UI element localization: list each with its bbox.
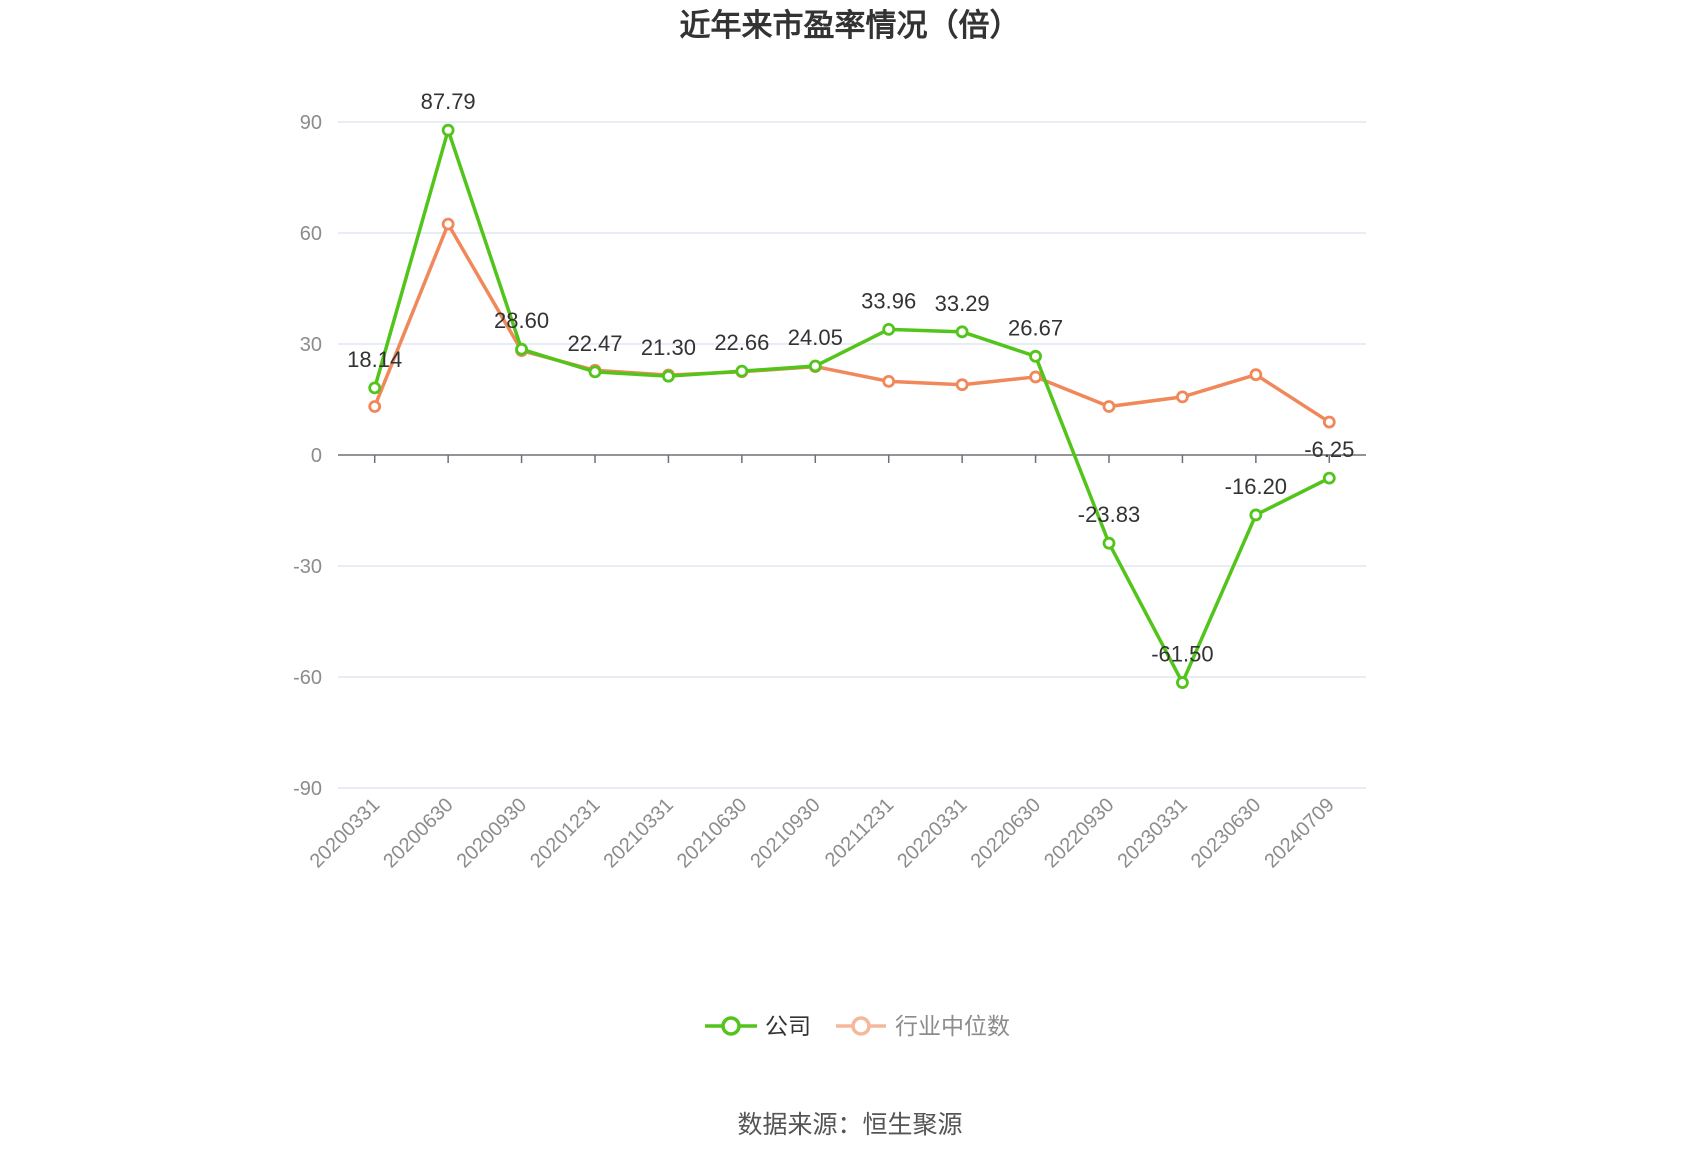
company-value-label: -61.50	[1151, 642, 1213, 667]
legend: 公司 行业中位数	[705, 1013, 1010, 1039]
chart-title: 近年来市盈率情况（倍）	[680, 8, 1021, 43]
industry-median-point[interactable]	[441, 217, 455, 231]
company-point[interactable]	[515, 342, 528, 356]
x-tick-label: 20210930	[746, 794, 824, 872]
y-tick-label: -60	[293, 667, 322, 689]
y-tick-label: -30	[293, 556, 322, 578]
x-tick-label: 20240709	[1260, 794, 1338, 872]
grid-lines	[338, 121, 1366, 789]
legend-industry-label: 行业中位数	[895, 1013, 1010, 1039]
industry-median-point[interactable]	[368, 400, 382, 413]
x-tick-label: 20220630	[967, 794, 1045, 872]
company-value-label: 26.67	[1008, 315, 1063, 340]
company-point[interactable]	[441, 123, 455, 137]
x-tick-label: 20200630	[379, 794, 457, 872]
company-value-label: 28.60	[494, 308, 549, 333]
x-tick-label: 20201231	[526, 794, 604, 872]
company-point[interactable]	[955, 325, 969, 339]
x-tick-label: 20230630	[1187, 794, 1265, 872]
company-point[interactable]	[1249, 508, 1263, 522]
x-tick-label: 20200331	[306, 794, 384, 872]
y-tick-label: 60	[300, 223, 322, 245]
y-tick-label: -90	[293, 778, 322, 800]
industry-median-point[interactable]	[955, 378, 969, 392]
legend-industry-marker	[851, 1016, 871, 1036]
company-point[interactable]	[882, 322, 896, 336]
series-layer	[368, 123, 1336, 689]
industry-median-point[interactable]	[1322, 415, 1336, 429]
company-value-label: 21.30	[641, 335, 696, 360]
company-point[interactable]	[735, 364, 749, 378]
company-value-label: 33.29	[935, 291, 990, 316]
legend-item-industry-median[interactable]: 行业中位数	[836, 1013, 1010, 1039]
company-value-label: 22.47	[567, 331, 622, 356]
company-line	[373, 128, 1331, 685]
x-tick-label: 20230331	[1113, 794, 1191, 872]
industry-median-point[interactable]	[882, 374, 896, 388]
company-point[interactable]	[1322, 471, 1336, 485]
industry-median-point[interactable]	[1249, 368, 1263, 382]
x-tick-label: 20220930	[1040, 794, 1118, 872]
y-axis: -90 -60 -30 0 30 60 90	[293, 112, 322, 800]
x-tick-label: 20200930	[453, 794, 531, 872]
company-value-label: 18.14	[347, 347, 402, 372]
y-tick-label: 0	[311, 445, 322, 467]
x-tick-label: 20211231	[821, 794, 898, 871]
legend-company-label: 公司	[765, 1013, 811, 1039]
company-value-label: -6.25	[1304, 437, 1354, 462]
series-company	[368, 123, 1336, 689]
data-labels: 18.14 87.79 28.60 22.47 21.30 22.66 24.05 33.96…	[347, 89, 1354, 666]
y-tick-label: 30	[300, 334, 322, 356]
company-point[interactable]	[1176, 676, 1189, 689]
x-tick-label: 20210331	[599, 794, 677, 872]
company-point[interactable]	[368, 381, 382, 395]
company-value-label: -23.83	[1078, 502, 1140, 527]
company-point[interactable]	[1102, 536, 1116, 550]
company-value-label: 33.96	[861, 288, 916, 313]
legend-company-marker	[721, 1016, 741, 1036]
company-point[interactable]	[1029, 349, 1042, 363]
x-tick-label: 20220331	[893, 794, 971, 872]
x-tick-label: 20210630	[673, 794, 751, 872]
company-value-label: 22.66	[714, 330, 769, 355]
company-point[interactable]	[662, 369, 675, 383]
industry-median-point[interactable]	[1029, 370, 1042, 384]
company-value-label: 87.79	[421, 89, 476, 114]
company-point[interactable]	[588, 365, 602, 379]
company-value-label: -16.20	[1225, 474, 1287, 499]
company-point[interactable]	[808, 359, 822, 373]
data-source: 数据来源：恒生聚源	[737, 1111, 962, 1139]
industry-median-point[interactable]	[1176, 390, 1189, 404]
y-tick-label: 90	[300, 112, 322, 134]
industry-median-point[interactable]	[1102, 400, 1116, 413]
company-value-label: 24.05	[788, 325, 843, 350]
legend-item-company[interactable]: 公司	[705, 1013, 811, 1039]
